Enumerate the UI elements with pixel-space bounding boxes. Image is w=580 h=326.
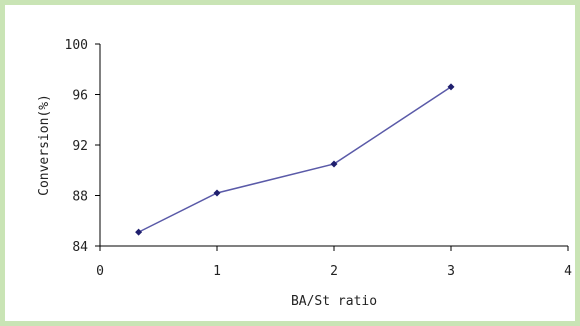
data-point: [213, 189, 221, 197]
series-line: [138, 86, 452, 233]
chart-ticks: 84 88 92 96 100 0 1 2 3 4: [65, 38, 573, 279]
x-tick-label: 4: [564, 264, 572, 279]
y-axis-label: Conversion(%): [37, 94, 52, 196]
y-tick-label: 92: [72, 139, 88, 154]
x-tick-label: 1: [213, 264, 221, 279]
x-axis-label: BA/St ratio: [291, 294, 377, 309]
y-tick-label: 100: [65, 38, 88, 53]
x-tick-label: 0: [96, 264, 104, 279]
y-tick-label: 96: [72, 89, 88, 104]
x-tick-label: 2: [330, 264, 338, 279]
x-tick-label: 3: [447, 264, 455, 279]
data-point: [135, 228, 143, 236]
chart-series: [135, 83, 455, 236]
data-point: [447, 83, 455, 91]
y-tick-label: 84: [72, 240, 88, 255]
y-tick-label: 88: [72, 190, 88, 205]
data-point: [330, 160, 338, 168]
